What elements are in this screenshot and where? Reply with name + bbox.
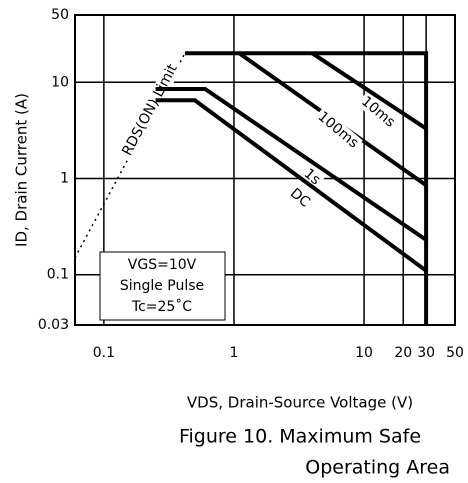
y-tick-label: 1 [60, 170, 69, 186]
series-label: 100ms [315, 109, 362, 152]
series-label: DC [287, 185, 313, 211]
series-line [311, 51, 428, 131]
x-tick-label: 10 [355, 345, 373, 361]
y-axis-label: ID, Drain Current (A) [13, 93, 31, 247]
y-tick-label: 10 [51, 74, 69, 90]
y-tick-label: 0.03 [38, 317, 69, 333]
x-tick-label: 50 [446, 345, 464, 361]
series-label-bg [356, 92, 400, 132]
series-label: RDS(ON) Limit [119, 61, 181, 158]
annotation: Single Pulse [120, 278, 204, 294]
series-label-bg [118, 59, 182, 161]
series-label-bg [313, 107, 363, 153]
series-line [155, 98, 428, 273]
annotation: Tc=25˚C [131, 298, 192, 315]
series-label-bg [285, 183, 315, 213]
x-tick-label: 20 [394, 345, 412, 361]
annotation-box [99, 251, 226, 321]
series-line [155, 87, 428, 242]
chart-title: Operating Area [305, 457, 450, 479]
y-tick-label: 50 [51, 7, 69, 23]
chart-title: Figure 10. Maximum Safe [179, 426, 421, 448]
y-tick-label: 0.1 [47, 267, 69, 283]
x-axis-label: VDS, Drain-Source Voltage (V) [187, 394, 413, 412]
x-tick-label: 0.1 [93, 345, 115, 361]
x-tick-label: 1 [230, 345, 239, 361]
series-label-bg [299, 164, 325, 190]
annotation: VGS=10V [128, 257, 197, 273]
series-line [184, 51, 429, 325]
x-tick-label: 30 [417, 345, 435, 361]
